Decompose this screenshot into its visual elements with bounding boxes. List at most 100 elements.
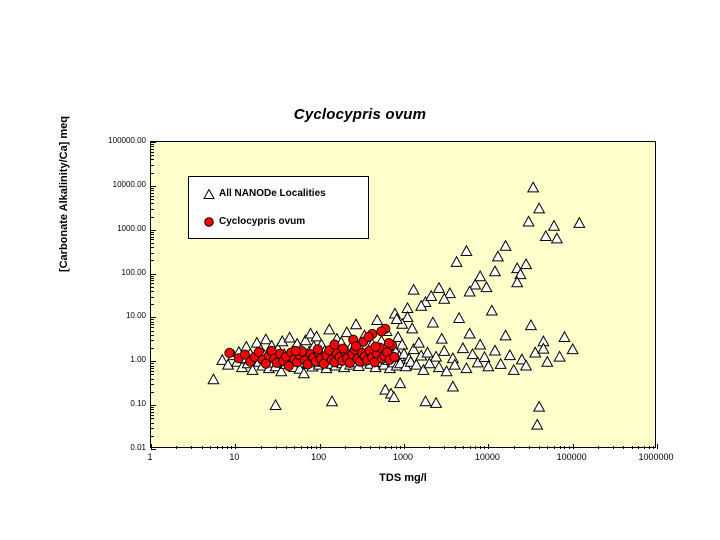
data-point-triangle	[473, 270, 487, 282]
data-point-triangle	[488, 344, 502, 356]
data-point-triangle	[541, 355, 554, 367]
data-point-triangle	[494, 357, 507, 369]
data-point-triangle	[469, 278, 482, 290]
y-minor-tick	[151, 379, 154, 380]
x-minor-tick	[444, 446, 445, 449]
data-point-triangle	[391, 330, 405, 342]
x-minor-tick	[261, 446, 262, 449]
data-point-triangle	[207, 373, 220, 385]
data-point-triangle	[482, 360, 495, 372]
y-minor-tick	[151, 193, 154, 194]
x-minor-tick	[560, 446, 561, 449]
y-major-tick	[151, 317, 156, 318]
chart-title: Cyclocypris ovum	[293, 106, 427, 123]
y-major-tick	[151, 405, 156, 406]
data-point-triangle	[421, 346, 434, 358]
x-minor-tick	[644, 446, 645, 449]
y-major-tick	[151, 361, 156, 362]
x-minor-tick	[463, 446, 464, 449]
y-minor-tick	[151, 232, 154, 233]
x-minor-tick	[311, 446, 312, 449]
data-point-triangle	[432, 281, 446, 293]
y-tick-label: 0.10	[130, 399, 146, 409]
data-point-triangle	[410, 358, 423, 370]
x-tick-label: 1	[147, 452, 153, 462]
data-point-triangle	[275, 365, 288, 377]
x-minor-tick	[613, 446, 614, 449]
data-point-triangle	[387, 390, 401, 402]
data-point-triangle	[283, 331, 296, 343]
x-tick-label: 100	[311, 452, 327, 462]
data-point-triangle	[310, 330, 323, 342]
y-minor-tick	[151, 276, 154, 277]
data-point-triangle	[503, 348, 517, 361]
x-major-tick	[488, 444, 489, 449]
y-minor-tick	[151, 165, 154, 166]
y-minor-tick	[151, 415, 154, 416]
legend: All NANODe Localities Cyclocypris ovum	[188, 176, 369, 239]
y-minor-tick	[151, 331, 154, 332]
y-minor-tick	[151, 436, 154, 437]
x-minor-tick	[217, 446, 218, 449]
y-minor-tick	[151, 407, 154, 408]
y-minor-tick	[151, 392, 154, 393]
x-major-tick	[320, 444, 321, 449]
data-point-circle	[376, 326, 387, 337]
x-minor-tick	[632, 446, 633, 449]
data-point-triangle	[443, 286, 457, 299]
y-minor-tick	[151, 152, 154, 153]
y-minor-tick	[151, 144, 154, 145]
y-minor-tick	[151, 243, 154, 244]
x-minor-tick	[484, 446, 485, 449]
data-point-triangle	[537, 342, 550, 354]
data-point-circle	[312, 344, 323, 355]
data-point-triangle	[550, 232, 564, 244]
data-point-triangle	[417, 363, 430, 375]
x-tick-label: 1000	[392, 452, 414, 462]
x-minor-tick	[202, 446, 203, 449]
y-axis-tick-labels: 0.01 0.10 1.00 10.00 100.00 1000.00 10000.00 10…	[88, 137, 146, 452]
x-minor-tick	[210, 446, 211, 449]
y-major-tick	[151, 186, 156, 187]
y-minor-tick	[151, 324, 154, 325]
x-minor-tick	[316, 446, 317, 449]
y-minor-tick	[151, 348, 154, 349]
y-minor-tick	[151, 155, 154, 156]
x-minor-tick	[554, 446, 555, 449]
y-minor-tick	[151, 149, 154, 150]
y-tick-label: 1000.00	[117, 223, 146, 233]
x-minor-tick	[429, 446, 430, 449]
x-minor-tick	[286, 446, 287, 449]
data-point-triangle	[491, 250, 505, 262]
plot-area	[150, 141, 658, 450]
data-point-triangle	[395, 338, 409, 350]
data-point-triangle	[526, 181, 540, 193]
y-minor-tick	[151, 335, 154, 336]
x-minor-tick	[370, 446, 371, 449]
data-point-triangle	[485, 304, 498, 316]
x-minor-tick	[307, 446, 308, 449]
data-point-triangle	[435, 332, 448, 344]
legend-label: Cyclocypris ovum	[219, 216, 306, 227]
data-point-triangle	[429, 350, 443, 362]
data-point-circle	[290, 345, 301, 357]
y-tick-label: 10000.00	[112, 179, 146, 189]
x-minor-tick	[564, 446, 565, 449]
data-point-triangle	[531, 418, 544, 430]
data-point-triangle	[558, 330, 571, 342]
data-point-triangle	[499, 329, 512, 341]
x-major-tick	[151, 444, 152, 449]
y-major-tick	[151, 142, 156, 143]
x-minor-tick	[623, 446, 624, 449]
y-minor-tick	[151, 340, 154, 341]
data-marker-layer	[151, 142, 655, 447]
data-point-triangle	[397, 347, 411, 359]
data-point-circle	[239, 349, 250, 360]
y-minor-tick	[151, 428, 154, 429]
x-minor-tick	[294, 446, 295, 449]
x-minor-tick	[176, 446, 177, 449]
data-point-triangle	[407, 342, 420, 355]
y-minor-tick	[151, 209, 154, 210]
y-minor-tick	[151, 237, 154, 238]
